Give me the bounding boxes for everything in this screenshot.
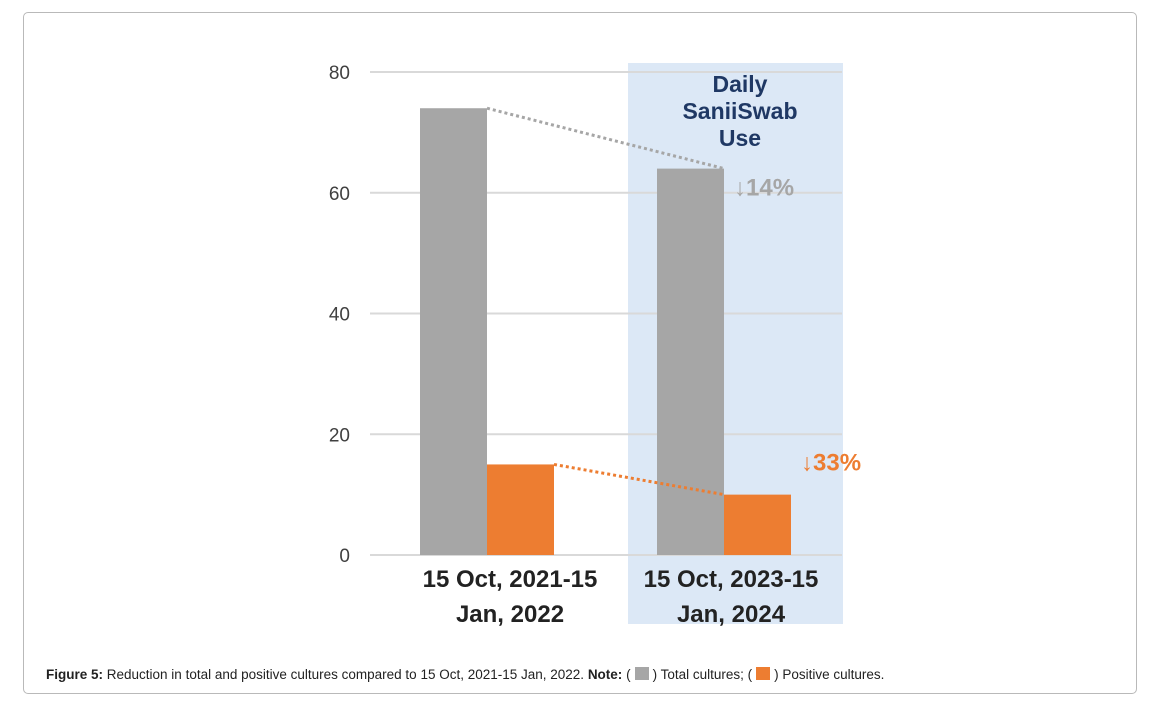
figure-caption: Figure 5: Reduction in total and positiv… bbox=[46, 667, 1126, 682]
legend-swatch-total bbox=[634, 667, 649, 680]
bar-total-1 bbox=[657, 168, 724, 555]
highlight-label-line: SaniiSwab bbox=[682, 98, 797, 124]
y-tick-label: 60 bbox=[329, 184, 350, 205]
annotation-positive: ↓33% bbox=[801, 450, 861, 477]
connector-positive bbox=[553, 462, 725, 497]
connector-total bbox=[486, 106, 725, 171]
x-category-label: Jan, 2022 bbox=[456, 601, 564, 628]
y-tick-label: 20 bbox=[329, 425, 350, 446]
y-tick-label: 0 bbox=[339, 546, 350, 567]
bar-total-0 bbox=[420, 108, 487, 555]
y-tick-label: 80 bbox=[329, 63, 350, 84]
caption-legend-positive: ) Positive cultures. bbox=[774, 667, 885, 682]
caption-legend-total: ) Total cultures; ( bbox=[652, 667, 753, 682]
bar-positive-0 bbox=[487, 464, 554, 555]
bar-positive-1 bbox=[724, 494, 791, 555]
caption-open-paren: ( bbox=[622, 667, 631, 682]
caption-figure-label: Figure 5: bbox=[46, 667, 104, 682]
x-category-label: Jan, 2024 bbox=[677, 601, 786, 628]
x-category-label: 15 Oct, 2021-15 bbox=[423, 566, 598, 593]
x-category-label: 15 Oct, 2023-15 bbox=[644, 566, 819, 593]
highlight-label-line: Daily bbox=[713, 71, 768, 97]
caption-note-label: Note: bbox=[587, 667, 623, 682]
legend-swatch-positive bbox=[756, 667, 771, 680]
annotation-total: ↓14% bbox=[734, 175, 794, 202]
y-tick-label: 40 bbox=[329, 305, 350, 326]
caption-text: Reduction in total and positive cultures… bbox=[103, 667, 588, 682]
highlight-label-line: Use bbox=[719, 125, 761, 151]
figure-frame bbox=[23, 12, 1137, 694]
